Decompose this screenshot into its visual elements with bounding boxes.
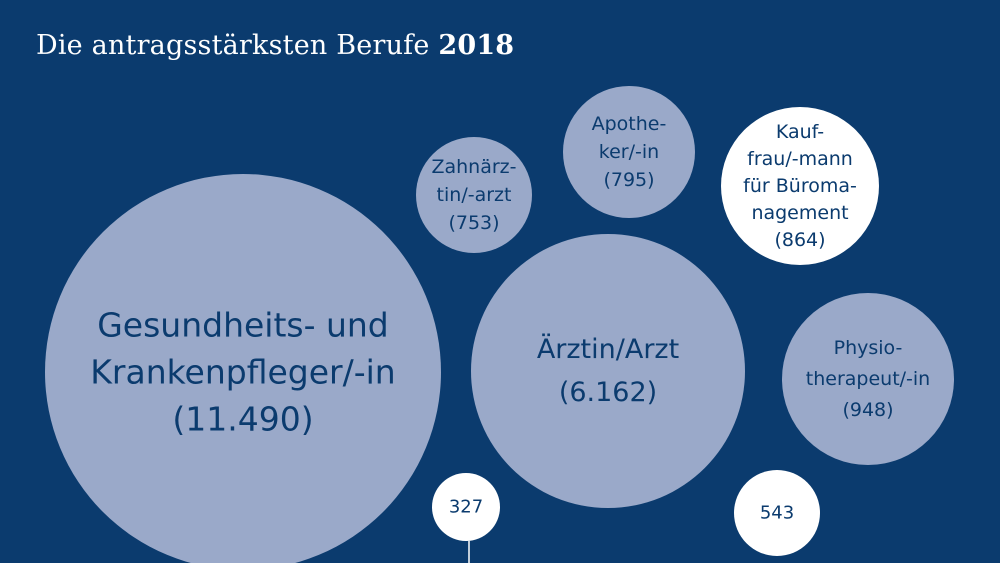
chart-title-year: 2018 (438, 30, 515, 61)
chart-title: Die antragsstärksten Berufe 2018 (36, 30, 514, 61)
bubble-physio: Physio-therapeut/-in (948) (782, 293, 954, 465)
bubble-zahnaerztin: Zahnärz-tin/-arzt (753) (416, 137, 532, 253)
bubble-label-gesundheits-line-3: (11.490) (172, 400, 313, 439)
bubble-gesundheits: Gesundheits- und Krankenpfleger/-in (11.49… (45, 174, 441, 563)
bubble-label-kauffrau-line-5: (864) (774, 229, 825, 251)
bubble-label-gesundheits-line-2: Krankenpfleger/-in (90, 353, 395, 392)
bubble-kauffrau: Kauf-frau/-mann für Büroma-nagement (864) (721, 107, 879, 265)
bubble-small327: 327 (432, 473, 500, 541)
bubble-label-zahnaerztin-line-3: (753) (448, 212, 499, 234)
bubble-label-physio-line-2: therapeut/-in (806, 368, 930, 390)
bubble-label-small327-line-1: 327 (449, 497, 483, 518)
bubble-label-apotheker-line-1: Apothe- (592, 113, 667, 135)
bubble-circle-gesundheits (45, 174, 441, 563)
bubble-label-apotheker-line-3: (795) (603, 169, 654, 191)
bubble-circle-aerztin (471, 234, 745, 508)
chart-title-text: Die antragsstärksten Berufe (36, 30, 430, 61)
bubble-label-kauffrau-line-3: für Büroma- (743, 175, 857, 197)
bubble-circle-kauffrau (721, 107, 879, 265)
bubble-label-aerztin-line-2: (6.162) (559, 377, 657, 408)
bubble-label-small543-line-1: 543 (760, 503, 794, 524)
bubble-label-gesundheits-line-1: Gesundheits- und (97, 306, 389, 345)
bubble-label-physio-line-1: Physio- (834, 337, 903, 359)
bubble-label-zahnaerztin-line-1: Zahnärz- (431, 156, 516, 178)
bubble-circle-small543 (734, 470, 820, 556)
bubble-label-kauffrau-line-2: frau/-mann (747, 148, 853, 170)
bubble-label-aerztin-line-1: Ärztin/Arzt (537, 333, 679, 365)
bubble-label-kauffrau-line-4: nagement (751, 202, 848, 224)
bubble-circle-small327 (432, 473, 500, 541)
bubble-circle-physio (782, 293, 954, 465)
bubble-small543: 543 (734, 470, 820, 556)
bubble-label-physio-line-3: (948) (842, 399, 893, 421)
bubble-apotheker: Apothe-ker/-in (795) (563, 86, 695, 218)
bubble-circle-zahnaerztin (416, 137, 532, 253)
bubble-label-apotheker-line-2: ker/-in (599, 141, 659, 163)
bubble-aerztin: Ärztin/Arzt (6.162) (471, 234, 745, 508)
bubble-label-zahnaerztin-line-2: tin/-arzt (437, 184, 512, 206)
bubble-label-kauffrau-line-1: Kauf- (776, 121, 824, 143)
bubble-circle-apotheker (563, 86, 695, 218)
